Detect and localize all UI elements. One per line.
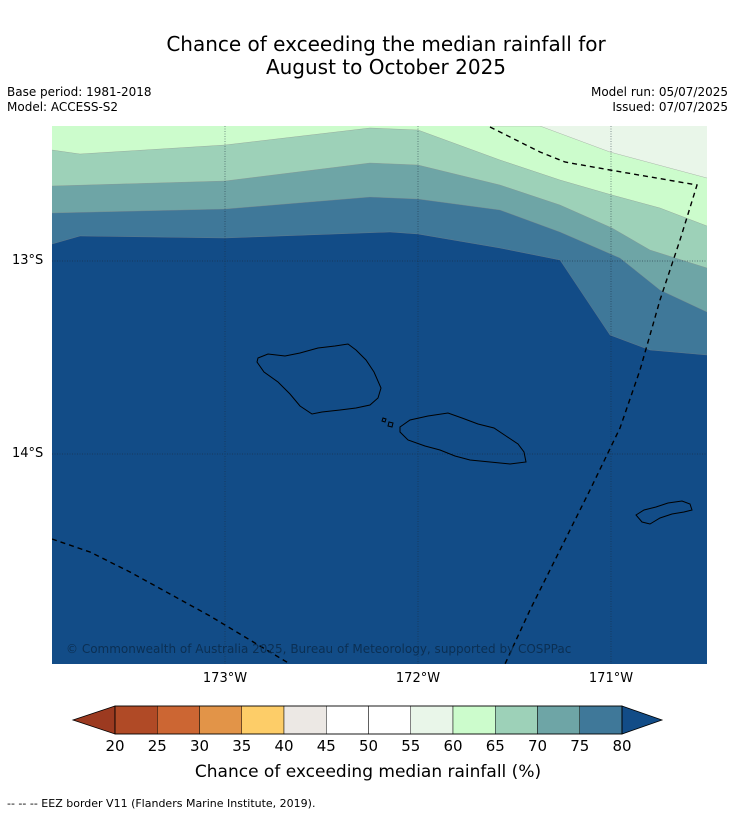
graticule — [52, 126, 707, 664]
map-title-line2: August to October 2025 — [265, 55, 507, 79]
map-panel — [52, 126, 707, 664]
colorbar-tick-label: 25 — [147, 737, 167, 755]
colorbar-cell — [368, 705, 411, 735]
colorbar-high-extend — [621, 705, 664, 735]
band-80-plus — [52, 232, 707, 664]
model-run: Model run: 05/07/2025 — [590, 85, 728, 99]
colorbar-tick-label: 30 — [189, 737, 210, 755]
lat-tick-14s: 14°S — [12, 446, 44, 461]
contour-lines — [52, 126, 707, 356]
colorbar-cell — [579, 705, 623, 735]
colorbar-cell — [157, 705, 200, 735]
colorbar-tick-label: 65 — [485, 737, 505, 755]
colorbar-tick-label: 45 — [316, 737, 336, 755]
copyright-notice: © Commonwealth of Australia 2025, Bureau… — [66, 642, 572, 656]
colorbar-tick-label: 35 — [232, 737, 252, 755]
base-period: Base period: 1981-2018 — [7, 85, 152, 99]
eez-border — [52, 126, 698, 664]
colorbar-tick-label: 50 — [358, 737, 379, 755]
lat-tick-13s: 13°S — [12, 253, 44, 268]
meta-left: Base period: 1981-2018 Model: ACCESS-S2 — [7, 85, 152, 115]
meta-right: Model run: 05/07/2025 Issued: 07/07/2025 — [591, 85, 728, 115]
lon-tick-173w: 173°W — [202, 671, 248, 686]
colorbar-tick-label: 60 — [443, 737, 463, 755]
colorbar-tick-label: 20 — [105, 737, 125, 755]
colorbar-cells — [114, 705, 623, 735]
colorbar-cell — [114, 705, 158, 735]
issued-date: Issued: 07/07/2025 — [612, 100, 728, 114]
colorbar-tick-label: 75 — [570, 737, 590, 755]
manono-island — [381, 417, 387, 423]
colorbar-cell — [410, 705, 454, 735]
colorbar-low-extend — [71, 705, 116, 735]
colorbar-cell — [241, 705, 285, 735]
colorbar-cell — [452, 705, 496, 735]
colorbar-cell — [326, 705, 369, 735]
colorbar-cell — [495, 705, 538, 735]
colorbar-cell — [537, 705, 580, 735]
tutuila-island — [635, 500, 693, 525]
colorbar-tick-label: 80 — [612, 737, 632, 755]
colorbar-cell — [199, 705, 242, 735]
upolu-island — [399, 412, 527, 465]
lon-tick-171w: 171°W — [588, 671, 634, 686]
savaii-island — [256, 343, 382, 415]
colorbar — [71, 705, 664, 735]
colorbar-tick-label: 55 — [401, 737, 421, 755]
colorbar-tick-label: 40 — [274, 737, 294, 755]
model-name: Model: ACCESS-S2 — [7, 100, 119, 114]
apolima-island — [387, 421, 394, 428]
colorbar-cell — [283, 705, 327, 735]
lon-tick-172w: 172°W — [395, 671, 441, 686]
colorbar-label: Chance of exceeding median rainfall (%) — [194, 762, 542, 782]
islands — [256, 343, 693, 525]
map-title-line1: Chance of exceeding the median rainfall … — [166, 32, 606, 56]
eez-footer-note: -- -- -- EEZ border V11 (Flanders Marine… — [7, 797, 316, 810]
colorbar-tick-label: 70 — [527, 737, 548, 755]
